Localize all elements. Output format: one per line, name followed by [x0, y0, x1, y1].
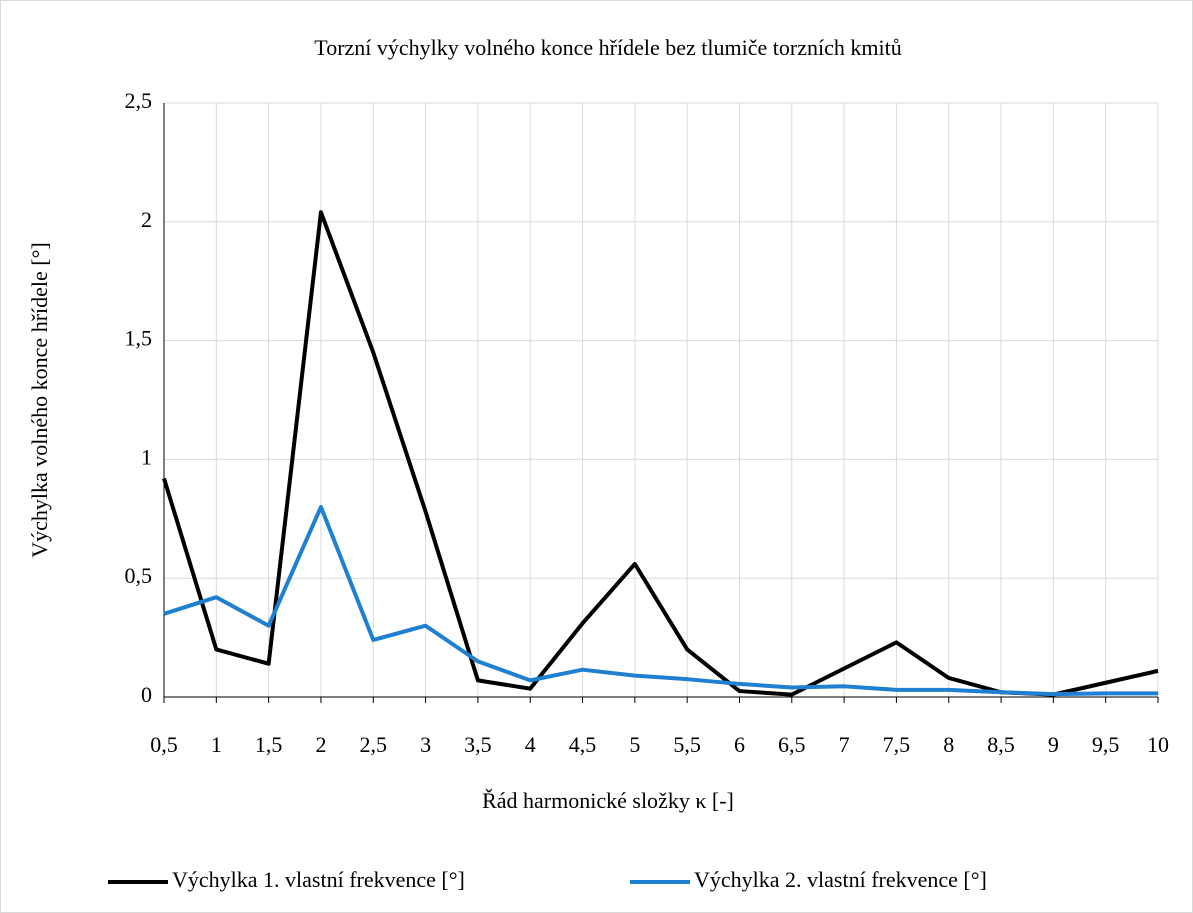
- y-axis-title: Výchylka volného konce hřídele [°]: [27, 242, 52, 557]
- y-tick-label: 0: [141, 682, 152, 707]
- x-tick-label: 3: [420, 732, 431, 757]
- y-tick-label: 2: [141, 207, 152, 232]
- x-tick-label: 4: [525, 732, 536, 757]
- legend-label: Výchylka 1. vlastní frekvence [°]: [172, 867, 465, 892]
- x-tick-label: 0,5: [150, 732, 178, 757]
- y-tick-label: 2,5: [125, 88, 153, 113]
- x-tick-label: 2,5: [360, 732, 388, 757]
- x-tick-label: 6: [734, 732, 745, 757]
- x-tick-label: 4,5: [569, 732, 597, 757]
- x-tick-label: 3,5: [464, 732, 492, 757]
- x-tick-label: 10: [1147, 732, 1169, 757]
- x-tick-label: 8,5: [987, 732, 1015, 757]
- x-tick-label: 9: [1048, 732, 1059, 757]
- x-axis-title: Řád harmonické složky κ [-]: [482, 788, 734, 813]
- y-tick-label: 0,5: [125, 563, 153, 588]
- series-line: [163, 504, 1158, 697]
- legend-label: Výchylka 2. vlastní frekvence [°]: [694, 867, 987, 892]
- x-tick-label: 5,5: [673, 732, 701, 757]
- x-tick-label: 9,5: [1092, 732, 1120, 757]
- x-tick-label: 1,5: [255, 732, 283, 757]
- x-tick-label: 7,5: [883, 732, 911, 757]
- x-tick-label: 2: [315, 732, 326, 757]
- x-tick-label: 1: [211, 732, 222, 757]
- y-tick-label: 1,5: [125, 326, 153, 351]
- chart-title: Torzní výchylky volného konce hřídele be…: [314, 35, 901, 60]
- x-tick-label: 8: [943, 732, 954, 757]
- x-tick-label: 6,5: [778, 732, 806, 757]
- y-tick-label: 1: [141, 444, 152, 469]
- x-tick-label: 7: [839, 732, 850, 757]
- x-tick-label: 5: [629, 732, 640, 757]
